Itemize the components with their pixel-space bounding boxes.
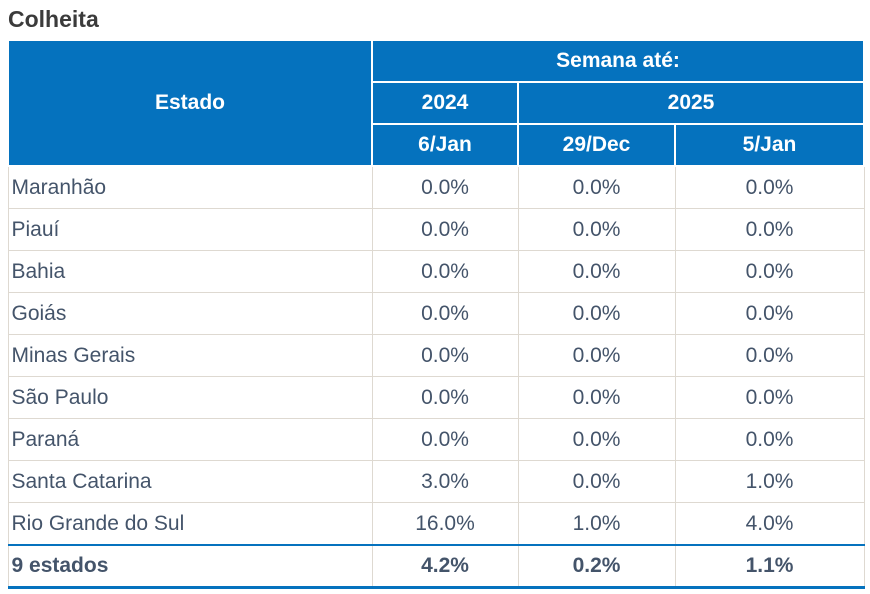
- header-date-6jan: 6/Jan: [371, 123, 519, 167]
- value-cell: 0.0%: [517, 250, 676, 293]
- header-year-2024: 2024: [371, 81, 519, 125]
- value-cell: 16.0%: [371, 502, 519, 546]
- colheita-table: Estado Semana até: 2024 2025 6/Jan 29/De…: [7, 39, 866, 589]
- state-name-cell: Minas Gerais: [7, 334, 373, 377]
- state-name-cell: Rio Grande do Sul: [7, 502, 373, 546]
- value-cell: 0.0%: [674, 165, 865, 209]
- value-cell: 0.0%: [517, 208, 676, 251]
- value-cell: 0.0%: [371, 208, 519, 251]
- header-row-semana: Estado Semana até:: [7, 39, 866, 167]
- total-value-cell: 0.2%: [517, 544, 676, 589]
- state-name-cell: Paraná: [7, 418, 373, 461]
- table-row: São Paulo 0.0% 0.0% 0.0%: [7, 376, 865, 419]
- value-cell: 1.0%: [674, 460, 865, 503]
- state-name-cell: Santa Catarina: [7, 460, 373, 503]
- value-cell: 0.0%: [674, 418, 865, 461]
- header-semana-ate: Semana até:: [370, 39, 866, 83]
- value-cell: 0.0%: [517, 292, 676, 335]
- table-row: Rio Grande do Sul 16.0% 1.0% 4.0%: [7, 502, 865, 546]
- total-value-cell: 4.2%: [371, 544, 519, 589]
- total-label-cell: 9 estados: [7, 544, 373, 589]
- total-row: 9 estados 4.2% 0.2% 1.1%: [7, 544, 865, 589]
- table-row: Maranhão 0.0% 0.0% 0.0%: [7, 165, 865, 209]
- value-cell: 0.0%: [517, 334, 676, 377]
- value-cell: 3.0%: [371, 460, 519, 503]
- page-title: Colheita: [8, 6, 99, 32]
- value-cell: 0.0%: [371, 292, 519, 335]
- table-body: Maranhão 0.0% 0.0% 0.0% Piauí 0.0% 0.0% …: [7, 165, 865, 589]
- value-cell: 0.0%: [517, 165, 676, 209]
- header-year-2025: 2025: [516, 81, 866, 125]
- table-row: Minas Gerais 0.0% 0.0% 0.0%: [7, 334, 865, 377]
- table-row: Goiás 0.0% 0.0% 0.0%: [7, 292, 865, 335]
- value-cell: 4.0%: [674, 502, 865, 546]
- value-cell: 0.0%: [371, 250, 519, 293]
- state-name-cell: Goiás: [7, 292, 373, 335]
- state-name-cell: São Paulo: [7, 376, 373, 419]
- value-cell: 1.0%: [517, 502, 676, 546]
- value-cell: 0.0%: [674, 250, 865, 293]
- table-row: Santa Catarina 3.0% 0.0% 1.0%: [7, 460, 865, 503]
- value-cell: 0.0%: [517, 418, 676, 461]
- value-cell: 0.0%: [371, 418, 519, 461]
- total-value-cell: 1.1%: [674, 544, 865, 589]
- value-cell: 0.0%: [674, 334, 865, 377]
- value-cell: 0.0%: [371, 376, 519, 419]
- header-date-29dec: 29/Dec: [517, 123, 676, 167]
- value-cell: 0.0%: [371, 165, 519, 209]
- value-cell: 0.0%: [674, 376, 865, 419]
- state-name-cell: Bahia: [7, 250, 373, 293]
- value-cell: 0.0%: [674, 292, 865, 335]
- value-cell: 0.0%: [674, 208, 865, 251]
- table-row: Bahia 0.0% 0.0% 0.0%: [7, 250, 865, 293]
- value-cell: 0.0%: [517, 376, 676, 419]
- value-cell: 0.0%: [517, 460, 676, 503]
- table-row: Piauí 0.0% 0.0% 0.0%: [7, 208, 865, 251]
- header-estado: Estado: [7, 39, 373, 167]
- header-row-dates: 6/Jan 29/Dec 5/Jan: [8, 123, 866, 167]
- table-row: Paraná 0.0% 0.0% 0.0%: [7, 418, 865, 461]
- header-row-years: 2024 2025: [8, 81, 866, 125]
- value-cell: 0.0%: [371, 334, 519, 377]
- state-name-cell: Piauí: [7, 208, 373, 251]
- state-name-cell: Maranhão: [7, 165, 373, 209]
- table-header: Estado Semana até: 2024 2025 6/Jan 29/De…: [7, 39, 866, 167]
- header-date-5jan: 5/Jan: [673, 123, 866, 167]
